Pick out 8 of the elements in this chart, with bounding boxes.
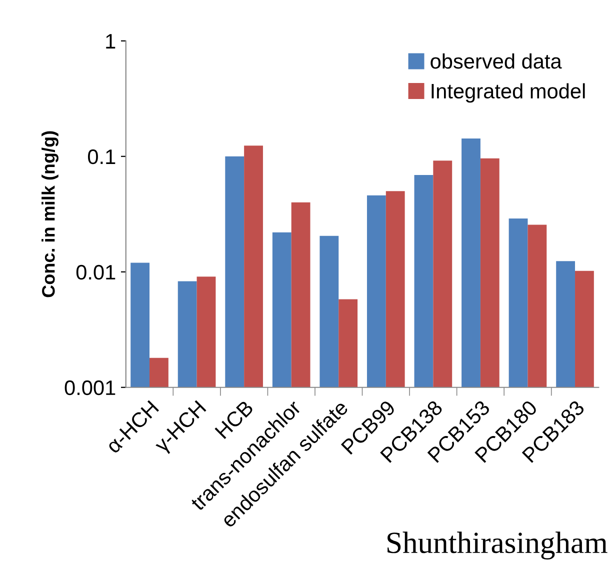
text: Shunthirasingham [388,532,608,560]
y-axis-title: Conc. in milk (ng/g) [42,131,58,298]
legend-label: Integrated model [432,83,585,103]
y-tick-label: 0.1 [88,149,116,164]
y-tick-label: 0.001 [64,380,116,396]
legend-label: observed data [430,53,562,69]
y-tick-label: 1 [106,34,116,48]
y-tick-label: 0.01 [76,264,116,280]
